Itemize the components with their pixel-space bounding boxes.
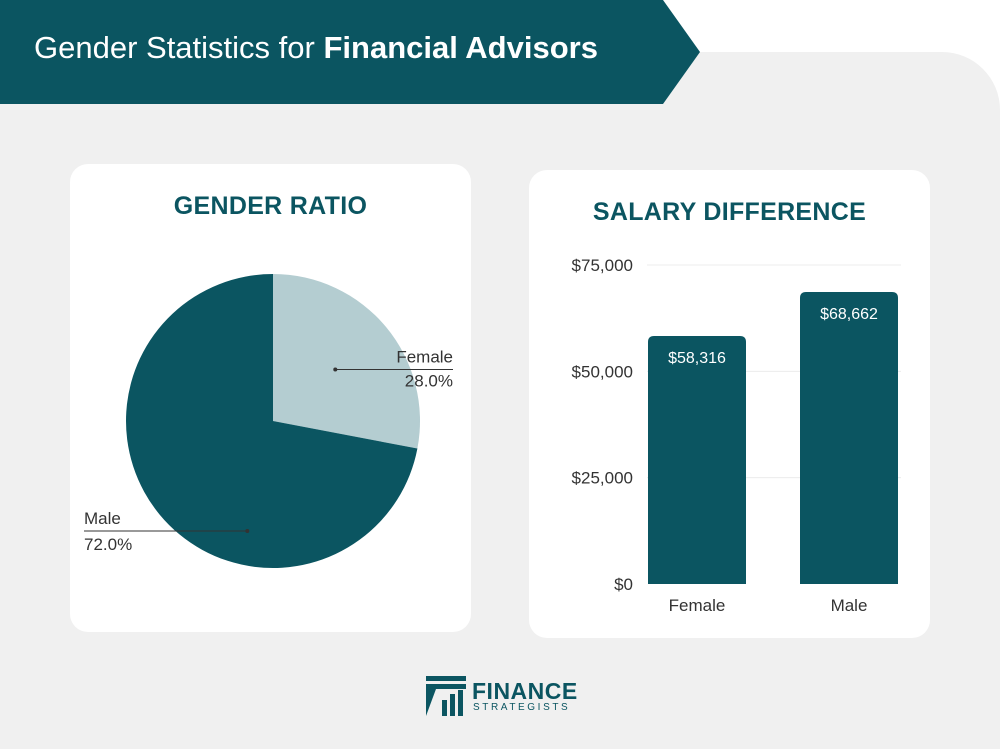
female-slice-label: Female: [396, 347, 453, 366]
salary-difference-bar-chart: $0 $25,000 $50,000 $75,000 $58,316 Female $68,…: [572, 256, 901, 615]
y-tick-label: $25,000: [572, 469, 633, 488]
bar-value-label-female: $58,316: [668, 350, 726, 367]
title-bold: Financial Advisors: [323, 30, 598, 65]
bar-value-label-male: $68,662: [820, 306, 878, 323]
title-regular: Gender Statistics for: [34, 30, 315, 65]
salary-difference-card: SALARY DIFFERENCE $0 $25,000 $50,000 $75,00…: [529, 170, 930, 638]
pie-slice-female: [273, 274, 421, 449]
female-leader-dot: [333, 367, 338, 372]
brand-tagline: STRATEGISTS: [473, 702, 571, 713]
y-tick-label: $0: [614, 575, 633, 594]
x-tick-label-male: Male: [831, 596, 868, 615]
salary-difference-title: SALARY DIFFERENCE: [592, 198, 867, 226]
pie-slice-male: [126, 274, 418, 568]
male-leader-dot: [245, 529, 250, 533]
female-slice-value: 28.0%: [405, 371, 453, 390]
finance-strategists-logo: FINANCE STRATEGISTS: [426, 676, 586, 718]
bar-male: [800, 291, 898, 584]
gender-ratio-title: GENDER RATIO: [173, 192, 368, 220]
male-slice-label: Male: [84, 509, 121, 528]
bar-female: [648, 335, 746, 584]
page-title: Gender Statistics for Financial Advisors: [34, 30, 598, 66]
brand-name: FINANCE: [472, 678, 578, 704]
x-tick-label-female: Female: [669, 596, 726, 615]
y-tick-label: $75,000: [572, 256, 633, 275]
male-slice-value: 72.0%: [84, 535, 132, 554]
gender-ratio-card: GENDER RATIO Female 28.0% Male 72.0%: [70, 164, 471, 632]
header-banner: Gender Statistics for Financial Advisors: [0, 0, 700, 104]
y-tick-label: $50,000: [572, 362, 633, 381]
finance-strategists-logo-icon: [426, 676, 466, 716]
gender-ratio-pie-chart: Female 28.0% Male 72.0%: [84, 274, 453, 568]
